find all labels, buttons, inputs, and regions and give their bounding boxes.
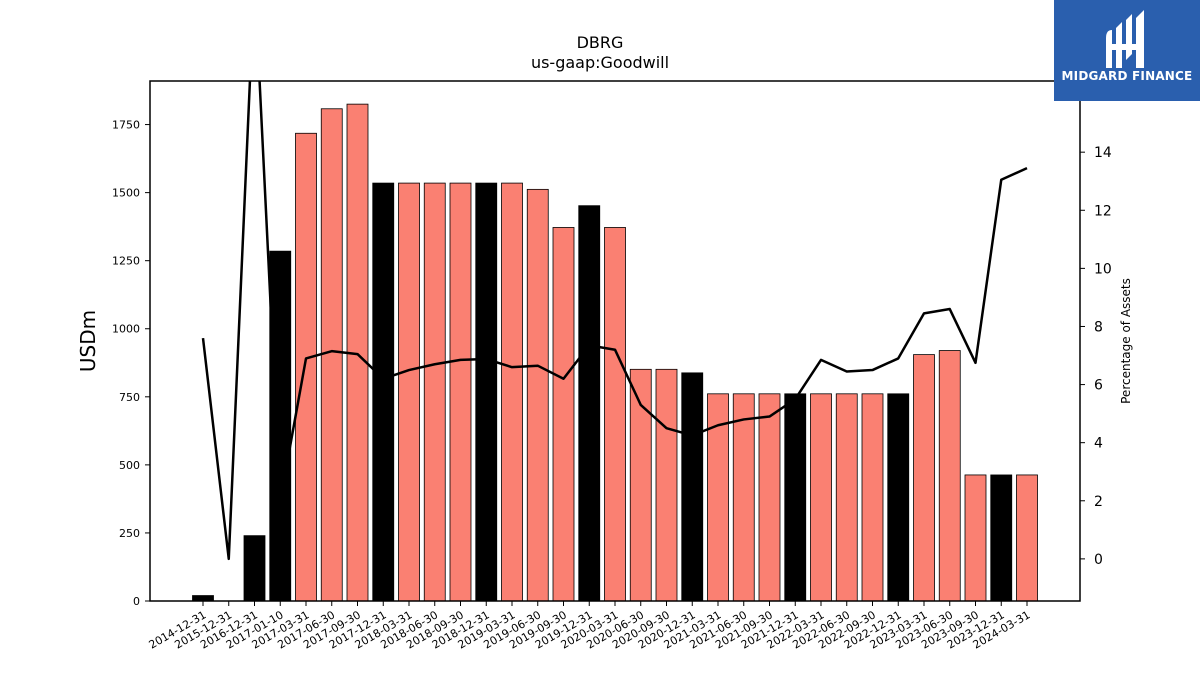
logo-mark-icon xyxy=(1106,10,1144,68)
bar xyxy=(320,108,343,601)
bar xyxy=(835,393,858,601)
y2-tick-label: 14 xyxy=(1094,145,1112,161)
y-tick-label: 250 xyxy=(119,527,140,540)
chart-subtitle: us-gaap:Goodwill xyxy=(530,53,670,72)
left-axis: 0 250 500 750 1000 1250 1500 1750 xyxy=(112,119,150,608)
y2-axis-label: Percentage of Assets xyxy=(1119,278,1133,404)
bar xyxy=(423,182,446,601)
bar xyxy=(732,393,755,601)
bar xyxy=(398,182,420,601)
y-tick-label: 1750 xyxy=(112,119,140,132)
bar-group xyxy=(192,103,1038,601)
y-tick-label: 1000 xyxy=(112,323,140,336)
bar xyxy=(243,535,266,601)
y-axis-label: USDm xyxy=(76,310,100,372)
right-axis: 0 2 4 6 8 10 12 14 xyxy=(1080,145,1112,568)
bar xyxy=(913,354,935,601)
bar xyxy=(475,182,498,601)
logo-text: MIDGARD FINANCE xyxy=(1061,69,1193,83)
bar xyxy=(681,372,704,601)
y-tick-label: 750 xyxy=(119,391,140,404)
y2-tick-label: 4 xyxy=(1094,436,1103,452)
y2-tick-label: 2 xyxy=(1094,494,1103,510)
bar xyxy=(758,393,781,601)
y2-tick-label: 10 xyxy=(1094,261,1112,277)
bar xyxy=(295,132,317,601)
y2-tick-label: 12 xyxy=(1094,203,1112,219)
bar xyxy=(269,250,292,601)
line-group xyxy=(201,81,1028,561)
bar xyxy=(552,227,575,601)
bar xyxy=(629,368,652,601)
percentage-line xyxy=(201,81,1028,561)
bar xyxy=(784,393,807,601)
bar xyxy=(578,205,601,601)
bar xyxy=(372,182,395,601)
y2-tick-label: 0 xyxy=(1094,552,1103,568)
y-tick-label: 500 xyxy=(119,459,140,472)
bar xyxy=(604,227,626,601)
bar xyxy=(964,474,987,601)
y-tick-label: 1500 xyxy=(112,187,140,200)
bar xyxy=(990,474,1013,601)
bar xyxy=(938,350,961,601)
bar xyxy=(449,182,472,601)
bar xyxy=(526,188,549,601)
y2-tick-label: 6 xyxy=(1094,378,1103,394)
y2-tick-label: 8 xyxy=(1094,319,1103,335)
bar xyxy=(1016,474,1038,601)
bar xyxy=(887,393,910,601)
bar xyxy=(861,393,884,601)
x-axis: 2014-12-312015-12-312016-12-312017-01-10… xyxy=(147,601,1033,652)
bar xyxy=(501,182,523,601)
midgard-finance-logo: MIDGARD FINANCE xyxy=(1054,0,1200,101)
y-tick-label: 1250 xyxy=(112,255,140,268)
bar xyxy=(655,368,678,601)
y-tick-label: 0 xyxy=(133,595,140,608)
bar xyxy=(810,393,832,601)
bar xyxy=(192,595,214,601)
chart-title: DBRG xyxy=(576,33,624,52)
